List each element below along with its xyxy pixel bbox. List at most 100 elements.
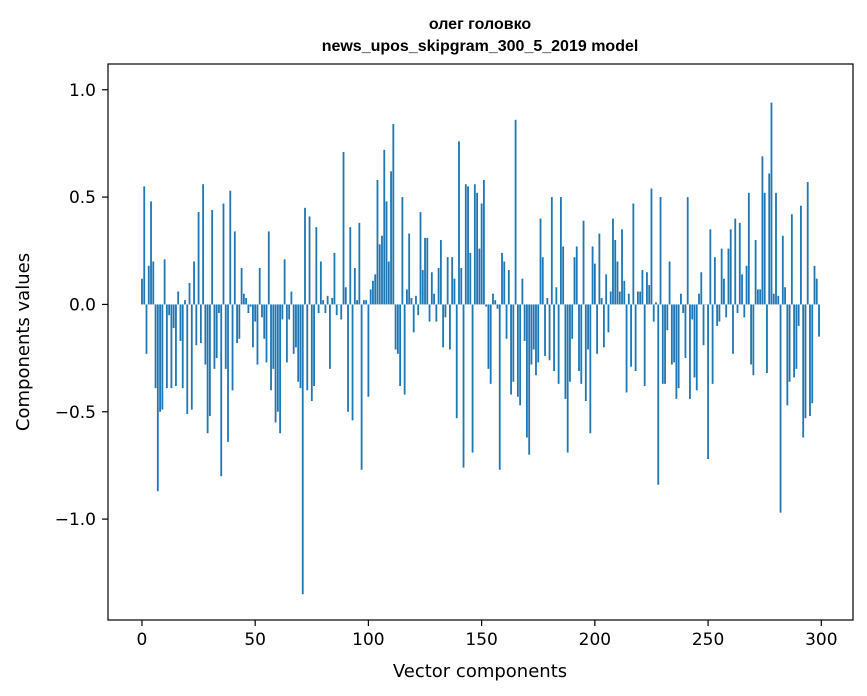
bar-112 [394, 304, 397, 350]
bar-275 [763, 192, 766, 305]
bar-285 [786, 304, 789, 406]
chart-title-line-2: news_upos_skipgram_300_5_2019 model [322, 38, 639, 55]
bar-246 [698, 293, 700, 305]
bar-195 [582, 220, 585, 305]
bar-115 [401, 197, 404, 305]
bar-10 [163, 259, 166, 305]
bar-35 [220, 304, 223, 477]
bar-189 [569, 304, 571, 382]
bar-51 [256, 304, 259, 365]
bar-230 [661, 304, 664, 384]
y-tick-label: 1.0 [69, 81, 96, 101]
bar-175 [537, 304, 540, 363]
bars-group [141, 102, 820, 595]
bar-198 [589, 304, 592, 434]
bar-286 [788, 304, 791, 382]
bar-39 [229, 190, 232, 305]
bar-88 [340, 304, 343, 320]
bar-21 [188, 282, 191, 305]
bar-53 [261, 304, 263, 318]
bar-30 [208, 304, 211, 417]
bar-247 [700, 272, 703, 305]
bar-141 [460, 267, 463, 305]
bar-161 [505, 304, 508, 339]
bar-266 [743, 304, 746, 318]
bar-143 [464, 184, 467, 305]
chart-title-line-1: олег головко [429, 16, 532, 33]
bar-110 [390, 171, 392, 305]
bar-7 [156, 304, 159, 492]
bar-9 [161, 304, 164, 410]
bar-58 [272, 304, 275, 369]
bar-214 [625, 304, 628, 393]
bar-217 [632, 203, 635, 305]
bar-74 [308, 216, 311, 305]
bar-34 [218, 304, 220, 314]
bar-13 [170, 304, 173, 389]
bar-26 [199, 304, 202, 344]
bar-284 [784, 287, 786, 305]
bar-168 [521, 278, 524, 305]
x-tick-label: 250 [692, 630, 724, 650]
bar-22 [190, 304, 193, 410]
bar-41 [233, 231, 236, 305]
bar-90 [344, 287, 347, 305]
bar-263 [736, 304, 739, 314]
bar-142 [462, 304, 465, 468]
x-tick-label: 100 [352, 630, 384, 650]
bar-273 [759, 289, 762, 305]
bar-52 [258, 267, 261, 305]
bar-78 [317, 304, 320, 314]
bar-274 [761, 156, 764, 305]
bar-238 [680, 293, 682, 305]
bar-222 [643, 304, 646, 387]
bar-183 [555, 287, 558, 305]
bar-229 [659, 197, 662, 305]
bar-212 [621, 229, 623, 305]
bar-184 [557, 304, 560, 384]
bar-258 [725, 304, 728, 318]
bar-67 [292, 304, 295, 354]
bar-291 [800, 205, 802, 305]
bar-182 [553, 304, 555, 371]
bar-28 [204, 304, 207, 365]
bar-83 [329, 304, 331, 369]
x-tick-label: 150 [465, 630, 497, 650]
bar-276 [766, 304, 768, 374]
bar-75 [310, 304, 313, 402]
bar-174 [535, 304, 537, 376]
bar-228 [657, 304, 660, 485]
bar-243 [691, 304, 694, 320]
bar-264 [738, 222, 741, 305]
bar-96 [358, 222, 361, 305]
bar-244 [693, 304, 696, 378]
bar-155 [492, 293, 494, 305]
bar-94 [353, 267, 356, 305]
bar-296 [811, 304, 814, 404]
bar-240 [684, 304, 687, 359]
bar-236 [675, 304, 678, 399]
y-tick-label: −0.5 [55, 403, 96, 423]
bar-16 [177, 291, 180, 305]
bar-180 [548, 304, 551, 361]
bar-252 [711, 304, 714, 384]
bar-46 [245, 297, 248, 305]
bar-113 [396, 304, 399, 354]
bar-148 [476, 192, 479, 305]
bar-38 [227, 304, 229, 442]
bar-221 [641, 270, 644, 305]
bar-211 [618, 291, 621, 305]
bar-292 [802, 304, 805, 438]
bar-293 [804, 304, 807, 419]
bar-193 [578, 304, 580, 371]
bar-151 [482, 179, 485, 305]
bar-158 [498, 304, 501, 470]
bar-208 [612, 218, 614, 305]
bar-150 [480, 203, 483, 305]
bar-287 [790, 214, 793, 305]
bar-63 [283, 259, 286, 305]
bar-157 [496, 304, 499, 309]
bar-256 [720, 248, 723, 305]
bar-17 [179, 304, 182, 341]
bar-179 [546, 297, 549, 305]
